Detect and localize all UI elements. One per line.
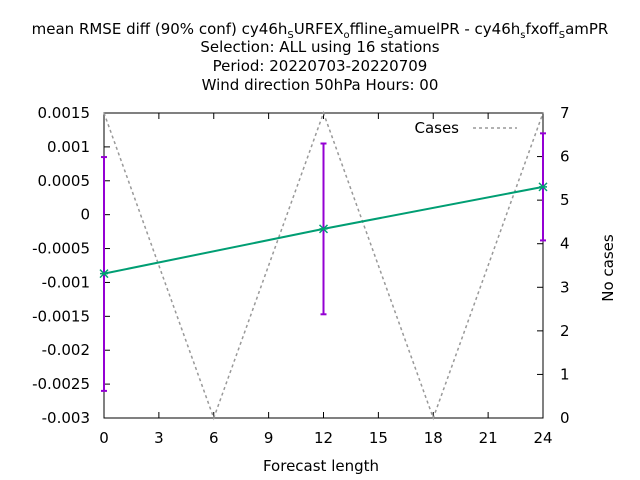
x-tick-label: 18 [424, 429, 443, 447]
y2-tick-label: 4 [560, 235, 570, 253]
y-tick-label: -0.0015 [32, 307, 90, 325]
y2-tick-label: 3 [560, 278, 570, 296]
chart-title-line-4: Wind direction 50hPa Hours: 00 [202, 76, 439, 94]
y2-tick-label: 6 [560, 148, 570, 166]
legend-label-cases: Cases [414, 119, 459, 137]
x-axis-label: Forecast length [263, 457, 379, 475]
cases-line [103, 110, 544, 421]
y-tick-label: 0.001 [47, 138, 90, 156]
x-axis: 0 3 6 9 12 15 18 21 24 [99, 113, 553, 447]
legend: Cases [414, 119, 517, 137]
x-tick-label: 0 [99, 429, 109, 447]
x-tick-label: 3 [154, 429, 164, 447]
chart-title-line-2: Selection: ALL using 16 stations [200, 38, 439, 56]
y2-tick-label: 7 [560, 104, 570, 122]
y2-axis-label: No cases [599, 234, 617, 302]
y2-tick-label: 1 [560, 365, 570, 383]
x-tick-label: 6 [209, 429, 219, 447]
chart-title-line-1: mean RMSE diff (90% conf) cy46hSURFEXoff… [32, 20, 609, 41]
data-point [318, 224, 329, 234]
y-tick-label: 0.0015 [38, 104, 91, 122]
y2-axis: 0 1 2 3 4 5 6 7 [537, 104, 570, 427]
x-tick-label: 24 [533, 429, 552, 447]
y-axis: 0.0015 0.001 0.0005 0 -0.0005 -0.001 -0.0015 -0… [32, 104, 110, 427]
y-tick-label: -0.002 [42, 341, 90, 359]
y-tick-label: 0 [80, 206, 90, 224]
y2-tick-label: 0 [560, 409, 570, 427]
x-tick-label: 15 [369, 429, 388, 447]
data-point [99, 269, 109, 279]
y-tick-label: 0.0005 [38, 172, 91, 190]
y-tick-label: -0.003 [42, 409, 90, 427]
chart-title-line-3: Period: 20220703-20220709 [213, 57, 428, 75]
x-tick-label: 12 [314, 429, 333, 447]
x-tick-label: 9 [264, 429, 274, 447]
x-tick-label: 21 [479, 429, 498, 447]
data-point [538, 182, 548, 192]
y-tick-label: -0.001 [42, 273, 90, 291]
y2-tick-label: 2 [560, 322, 570, 340]
rmse-diff-series [99, 132, 548, 392]
y2-tick-label: 5 [560, 191, 570, 209]
cases-series [103, 110, 544, 421]
y-tick-label: -0.0005 [32, 240, 90, 258]
y-tick-label: -0.0025 [32, 375, 90, 393]
